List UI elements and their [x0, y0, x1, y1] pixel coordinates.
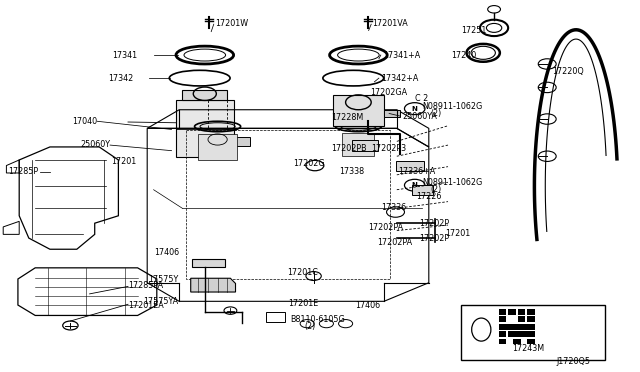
Text: 17341+A: 17341+A	[383, 51, 420, 60]
Text: N08911-1062G: N08911-1062G	[422, 178, 483, 187]
Text: 17406: 17406	[154, 248, 179, 257]
Bar	[513, 331, 521, 337]
Bar	[513, 324, 521, 330]
Text: 17201E: 17201E	[288, 299, 318, 308]
Polygon shape	[176, 100, 234, 157]
Text: 17202G: 17202G	[293, 159, 324, 168]
Text: C 2: C 2	[415, 94, 428, 103]
Text: N08911-1062G: N08911-1062G	[422, 102, 483, 110]
Bar	[521, 331, 529, 337]
Text: 17202GA: 17202GA	[370, 88, 407, 97]
Text: 17575Y: 17575Y	[148, 275, 178, 284]
Bar	[499, 316, 506, 322]
Bar	[461, 305, 605, 360]
Text: 17202PA: 17202PA	[378, 238, 413, 247]
Text: 17202P3: 17202P3	[371, 144, 406, 153]
Text: 17240: 17240	[451, 51, 476, 60]
FancyBboxPatch shape	[352, 140, 378, 151]
Bar	[499, 309, 506, 315]
Bar	[527, 316, 535, 322]
Polygon shape	[198, 134, 237, 160]
Bar	[506, 324, 514, 330]
Text: J1720Q5: J1720Q5	[557, 357, 591, 366]
Text: 17341: 17341	[113, 51, 138, 60]
Bar	[527, 324, 535, 330]
Polygon shape	[182, 90, 227, 100]
Text: 17201VA: 17201VA	[372, 19, 408, 28]
FancyBboxPatch shape	[412, 185, 433, 195]
FancyBboxPatch shape	[396, 161, 424, 171]
Bar	[527, 331, 535, 337]
Polygon shape	[192, 259, 225, 267]
Text: 17202PB: 17202PB	[332, 144, 367, 153]
Text: 17201W: 17201W	[215, 19, 248, 28]
Bar	[518, 309, 525, 315]
Text: 17201EA: 17201EA	[128, 301, 164, 310]
Bar	[499, 339, 506, 344]
Text: 17201C: 17201C	[287, 268, 317, 277]
Bar	[527, 339, 535, 344]
Bar	[527, 309, 535, 315]
Text: (2): (2)	[304, 322, 316, 331]
Bar	[521, 324, 529, 330]
Text: 17575YA: 17575YA	[143, 297, 178, 306]
Text: 17342+A: 17342+A	[381, 74, 418, 83]
Text: 17228M: 17228M	[332, 113, 364, 122]
Text: 17201: 17201	[111, 157, 136, 166]
Polygon shape	[333, 95, 384, 126]
Text: 17336+A: 17336+A	[398, 167, 435, 176]
Text: 17202P: 17202P	[419, 219, 449, 228]
Text: (2): (2)	[430, 185, 442, 194]
Text: 17202PA: 17202PA	[368, 223, 403, 232]
Bar	[508, 309, 516, 315]
Text: 17202P: 17202P	[419, 234, 449, 243]
Text: 17406: 17406	[355, 301, 380, 310]
Polygon shape	[234, 137, 250, 146]
Bar	[513, 339, 521, 344]
Text: 17251: 17251	[461, 26, 486, 35]
Text: 25060Y: 25060Y	[80, 140, 110, 149]
Text: 17040: 17040	[72, 117, 97, 126]
Text: 17342: 17342	[108, 74, 133, 83]
Polygon shape	[191, 278, 236, 292]
Bar	[499, 331, 506, 337]
Text: N: N	[412, 182, 418, 188]
Bar	[508, 331, 516, 337]
Bar	[518, 316, 525, 322]
Text: N: N	[412, 106, 418, 112]
Polygon shape	[342, 133, 374, 156]
Text: 25060YA: 25060YA	[402, 112, 436, 121]
Text: 17201: 17201	[445, 229, 470, 238]
Text: 17338: 17338	[339, 167, 364, 176]
Text: 17243M: 17243M	[512, 344, 544, 353]
Text: 17285P: 17285P	[8, 167, 38, 176]
Text: B8110-6105G: B8110-6105G	[290, 315, 345, 324]
Polygon shape	[384, 110, 400, 117]
Text: 17220Q: 17220Q	[552, 67, 584, 76]
Text: 17226: 17226	[416, 192, 442, 201]
Bar	[499, 324, 506, 330]
Text: 17285PA: 17285PA	[128, 281, 163, 290]
Text: (2): (2)	[430, 109, 442, 118]
Text: 17336: 17336	[381, 203, 406, 212]
